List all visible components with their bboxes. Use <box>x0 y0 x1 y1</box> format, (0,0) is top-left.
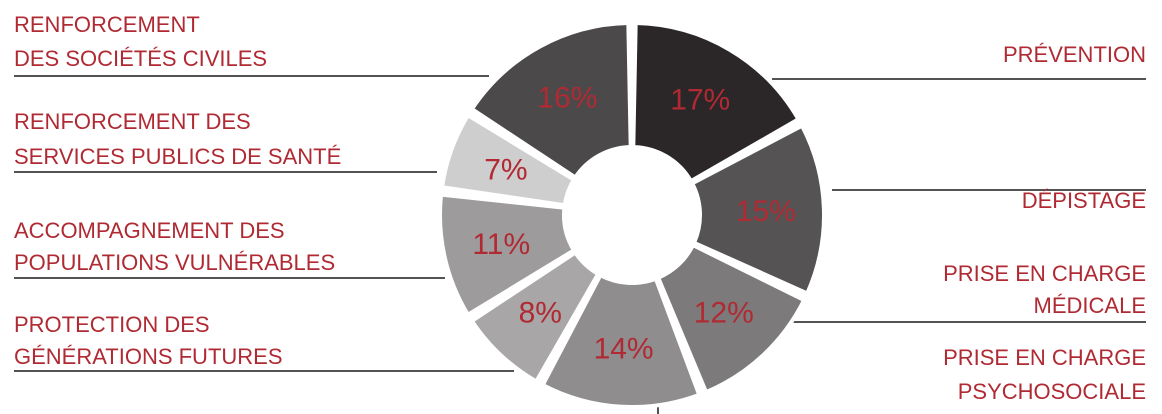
slice-renforcement-des-societes-civiles <box>469 20 633 181</box>
category-label-renforcement-des-services-publics-de-sante-line-1: RENFORCEMENT DES <box>14 109 251 134</box>
category-label-renforcement-des-societes-civiles-line-2: DES SOCIÉTÉS CIVILES <box>14 46 267 71</box>
category-label-prevention-line-1: PRÉVENTION <box>1003 42 1146 67</box>
category-label-protection-des-generations-futures-line-2: GÉNÉRATIONS FUTURES <box>14 344 283 369</box>
slice-renforcement-des-services-publics-de-sante <box>439 112 577 208</box>
leader-lines <box>14 75 1146 414</box>
category-label-prise-en-charge-psychosociale-line-1: PRISE EN CHARGE <box>943 345 1146 370</box>
category-labels: PRÉVENTION DÉPISTAGE PRISE EN CHARGE MÉDICA… <box>14 12 1146 404</box>
percent-label-prise-en-charge-medicale: 12% <box>694 297 754 330</box>
category-label-protection-des-generations-futures-line-1: PROTECTION DES <box>14 312 210 337</box>
category-label-prise-en-charge-medicale-line-2: MÉDICALE <box>1034 293 1146 318</box>
percent-label-renforcement-des-societes-civiles: 16% <box>537 82 597 115</box>
category-label-renforcement-des-societes-civiles-line-1: RENFORCEMENT <box>14 12 200 37</box>
slice-prise-en-charge-medicale <box>655 242 807 395</box>
category-label-renforcement-des-services-publics-de-sante-line-2: SERVICES PUBLICS DE SANTÉ <box>14 144 341 169</box>
category-label-accompagnement-des-populations-vulnerables-line-2: POPULATIONS VULNÉRABLES <box>14 250 335 275</box>
percent-labels: 17% 15% 12% 14% 8% 11% 7% 16% <box>472 82 796 366</box>
percent-label-accompagnement-des-populations-vulnerables: 11% <box>472 228 530 261</box>
percent-label-prise-en-charge-psychosociale: 14% <box>594 333 654 366</box>
slice-prise-en-charge-psychosociale <box>540 272 702 409</box>
category-label-prise-en-charge-medicale-line-1: PRISE EN CHARGE <box>943 261 1146 286</box>
slice-depistage <box>689 123 826 297</box>
category-label-depistage-line-1: DÉPISTAGE <box>1022 188 1146 213</box>
percent-label-protection-des-generations-futures: 8% <box>519 297 562 330</box>
slice-prevention <box>631 20 802 184</box>
percent-label-depistage: 15% <box>736 195 796 228</box>
category-label-accompagnement-des-populations-vulnerables-line-1: ACCOMPAGNEMENT DES <box>14 218 285 243</box>
category-label-prise-en-charge-psychosociale-line-2: PSYCHOSOCIALE <box>958 379 1146 404</box>
slice-protection-des-generations-futures <box>469 249 601 385</box>
slice-accompagnement-des-populations-vulnerables <box>438 192 577 318</box>
percent-label-prevention: 17% <box>670 84 730 117</box>
percent-label-renforcement-des-services-publics-de-sante: 7% <box>484 154 527 187</box>
donut-slices <box>438 20 826 409</box>
